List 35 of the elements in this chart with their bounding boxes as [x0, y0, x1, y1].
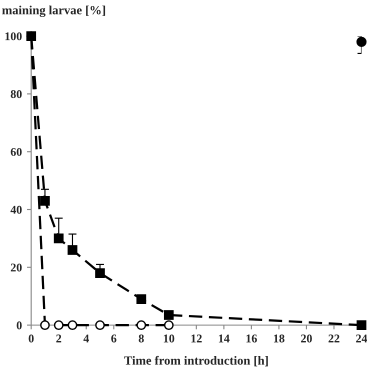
point — [54, 234, 64, 244]
point — [54, 320, 64, 330]
point — [95, 320, 105, 330]
point — [356, 320, 366, 330]
x-tick-label: 6 — [111, 334, 116, 342]
point — [68, 320, 78, 330]
x-axis-title: Time from introduction [h] — [124, 356, 268, 366]
point — [136, 294, 146, 304]
x-tick-label: 4 — [83, 334, 89, 342]
x-tick-label: 0 — [28, 334, 34, 342]
point — [136, 320, 146, 330]
point — [95, 268, 105, 278]
y-tick-label: 0 — [16, 321, 22, 330]
y-tick-label: 100 — [5, 32, 22, 40]
y-tick-label: 40 — [10, 206, 22, 214]
point — [164, 320, 174, 330]
y-tick-label: 20 — [10, 264, 22, 272]
point — [68, 245, 78, 255]
x-tick-label: 20 — [301, 334, 312, 342]
x-tick-label: 16 — [246, 334, 257, 342]
x-tick-label: 2 — [56, 334, 62, 342]
x-tick-label: 24 — [356, 334, 367, 342]
x-tick-label: 10 — [164, 334, 174, 342]
x-tick-label: 12 — [191, 334, 202, 342]
x-tick-label: 18 — [274, 334, 284, 342]
x-tick-label: 8 — [138, 334, 144, 342]
point — [164, 310, 174, 320]
x-tick-label: 22 — [328, 334, 340, 342]
point — [40, 196, 50, 206]
y-tick-label: 60 — [10, 148, 22, 156]
point — [356, 36, 367, 47]
x-tick-label: 14 — [218, 334, 230, 342]
point — [40, 320, 50, 330]
y-axis-title: maining larvae [%] — [2, 6, 106, 18]
y-tick-label: 80 — [10, 90, 22, 98]
